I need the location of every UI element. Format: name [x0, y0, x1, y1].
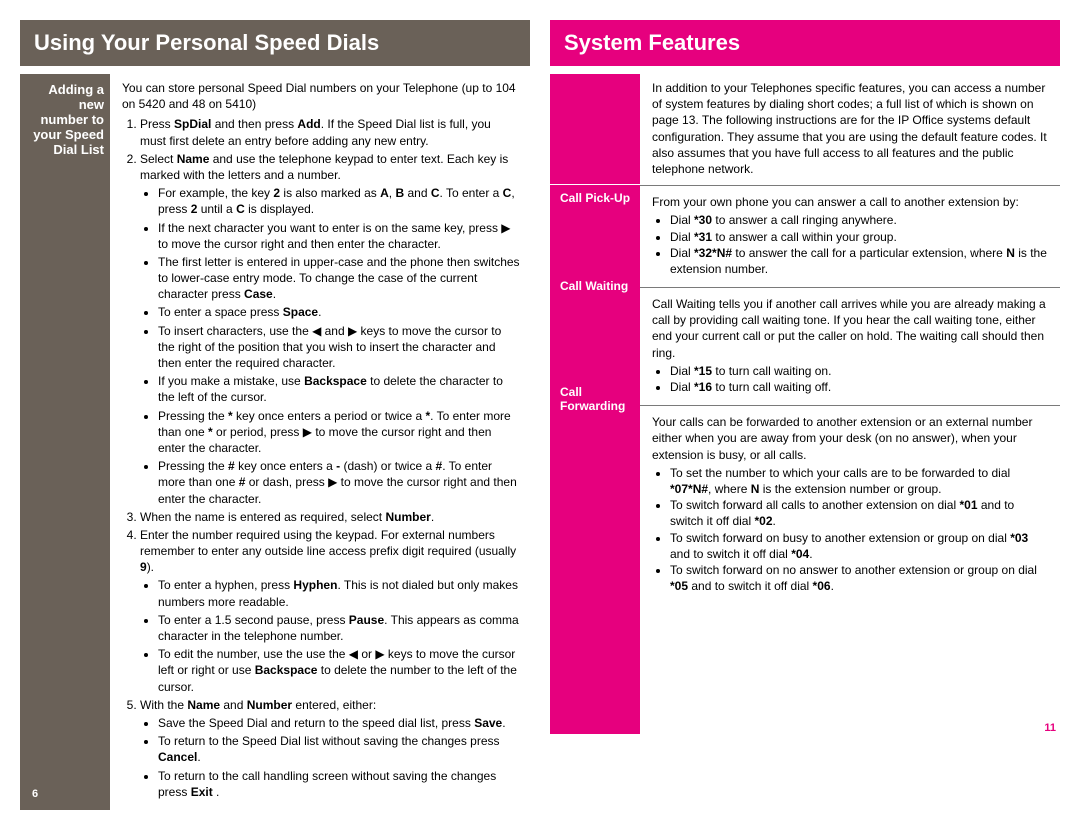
step-2-f: If you make a mistake, use Backspace to …	[158, 373, 520, 405]
step-1: Press SpDial and then press Add. If the …	[140, 116, 520, 148]
step-4-b: To enter a 1.5 second pause, press Pause…	[158, 612, 520, 644]
step-5-c: To return to the call handling screen wi…	[158, 768, 520, 800]
step-4-a: To enter a hyphen, press Hyphen. This is…	[158, 577, 520, 609]
pickup-2: Dial *31 to answer a call within your gr…	[670, 229, 1050, 245]
step-5: With the Name and Number entered, either…	[140, 697, 520, 800]
pickup-intro: From your own phone you can answer a cal…	[652, 195, 1019, 209]
step-2-d: To enter a space press Space.	[158, 304, 520, 320]
fwd-3: To switch forward on busy to another ext…	[670, 530, 1050, 562]
label-call-forwarding: Call Forwarding	[550, 379, 640, 413]
step-2-b: If the next character you want to enter …	[158, 220, 520, 252]
page-spread: Using Your Personal Speed Dials Adding a…	[0, 0, 1080, 830]
step-5-b: To return to the Speed Dial list without…	[158, 733, 520, 765]
right-intro: In addition to your Telephones specific …	[640, 74, 1060, 183]
step-4: Enter the number required using the keyp…	[140, 527, 520, 695]
right-page-number: 11	[640, 722, 1060, 734]
step-2-a: For example, the key 2 is also marked as…	[158, 185, 520, 217]
fwd-4: To switch forward on no answer to anothe…	[670, 562, 1050, 594]
left-body-text: You can store personal Speed Dial number…	[110, 74, 530, 810]
left-sidebar: Adding a new number to your Speed Dial L…	[20, 74, 110, 810]
right-page: System Features Call Pick-Up Call Waitin…	[550, 20, 1060, 810]
step-4-c: To edit the number, use the use the ◀ or…	[158, 646, 520, 695]
step-3: When the name is entered as required, se…	[140, 509, 520, 525]
waiting-intro: Call Waiting tells you if another call a…	[652, 297, 1046, 360]
left-page-number: 6	[20, 788, 110, 810]
pickup-1: Dial *30 to answer a call ringing anywhe…	[670, 212, 1050, 228]
section-call-pickup: From your own phone you can answer a cal…	[640, 188, 1060, 285]
step-2-h: Pressing the # key once enters a - (dash…	[158, 458, 520, 507]
step-2-e: To insert characters, use the ◀ and ▶ ke…	[158, 323, 520, 372]
fwd-1: To set the number to which your calls ar…	[670, 465, 1050, 497]
section-call-forwarding: Your calls can be forwarded to another e…	[640, 408, 1060, 602]
waiting-1: Dial *15 to turn call waiting on.	[670, 363, 1050, 379]
right-header: System Features	[550, 20, 1060, 66]
left-intro: You can store personal Speed Dial number…	[122, 81, 516, 111]
step-2-c: The first letter is entered in upper-cas…	[158, 254, 520, 303]
right-body: In addition to your Telephones specific …	[640, 74, 1060, 734]
waiting-2: Dial *16 to turn call waiting off.	[670, 379, 1050, 395]
label-call-pickup: Call Pick-Up	[550, 185, 640, 205]
step-5-a: Save the Speed Dial and return to the sp…	[158, 715, 520, 731]
pickup-3: Dial *32*N# to answer the call for a par…	[670, 245, 1050, 277]
right-sidebar: Call Pick-Up Call Waiting Call Forwardin…	[550, 74, 640, 734]
label-call-waiting: Call Waiting	[550, 273, 640, 293]
left-header: Using Your Personal Speed Dials	[20, 20, 530, 66]
left-page: Using Your Personal Speed Dials Adding a…	[20, 20, 530, 810]
fwd-2: To switch forward all calls to another e…	[670, 497, 1050, 529]
speed-dial-steps: Press SpDial and then press Add. If the …	[140, 116, 520, 800]
left-sidebar-label: Adding a new number to your Speed Dial L…	[20, 74, 110, 177]
section-call-waiting: Call Waiting tells you if another call a…	[640, 290, 1060, 403]
step-2-g: Pressing the * key once enters a period …	[158, 408, 520, 457]
step-2: Select Name and use the telephone keypad…	[140, 151, 520, 507]
forwarding-intro: Your calls can be forwarded to another e…	[652, 415, 1032, 461]
